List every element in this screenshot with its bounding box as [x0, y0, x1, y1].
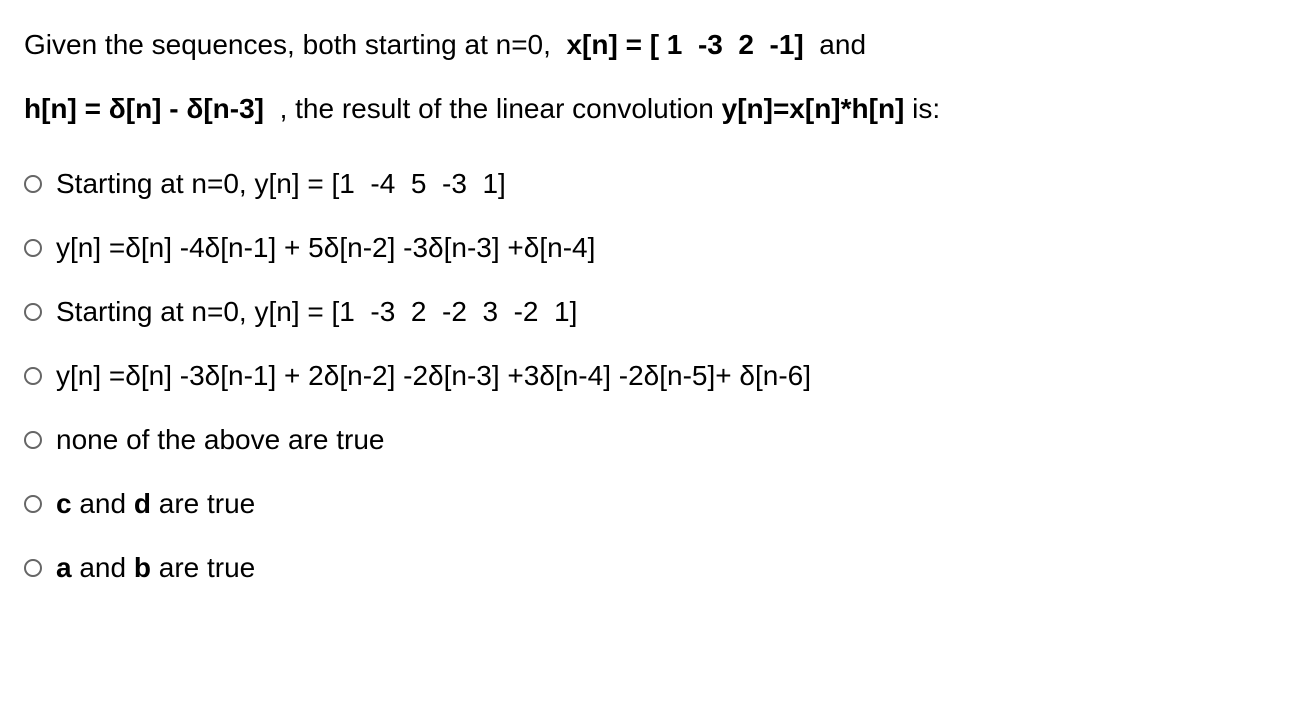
question-stem: Given the sequences, both starting at n=…: [24, 20, 1276, 135]
option-5[interactable]: none of the above are true: [24, 419, 1276, 461]
question-page: Given the sequences, both starting at n=…: [0, 0, 1300, 704]
stem-bold-y: y[n]=x[n]*h[n]: [722, 93, 905, 124]
stem-bold-x: x[n] = [ 1 -3 2 -1]: [566, 29, 803, 60]
stem-text: , the result of the linear convolution: [264, 93, 722, 124]
radio-icon[interactable]: [24, 495, 42, 513]
option-4[interactable]: y[n] =δ[n] -3δ[n-1] + 2δ[n-2] -2δ[n-3] +…: [24, 355, 1276, 397]
option-label: Starting at n=0, y[n] = [1 -4 5 -3 1]: [56, 163, 506, 205]
option-2[interactable]: y[n] =δ[n] -4δ[n-1] + 5δ[n-2] -3δ[n-3] +…: [24, 227, 1276, 269]
option-label: y[n] =δ[n] -4δ[n-1] + 5δ[n-2] -3δ[n-3] +…: [56, 227, 595, 269]
stem-bold-h: h[n] = δ[n] - δ[n-3]: [24, 93, 264, 124]
radio-icon[interactable]: [24, 431, 42, 449]
option-label: c and d are true: [56, 483, 255, 525]
radio-icon[interactable]: [24, 175, 42, 193]
stem-line-2: h[n] = δ[n] - δ[n-3] , the result of the…: [24, 84, 1276, 134]
option-label: Starting at n=0, y[n] = [1 -3 2 -2 3 -2 …: [56, 291, 577, 333]
stem-text: Given the sequences, both starting at n=…: [24, 29, 566, 60]
option-1[interactable]: Starting at n=0, y[n] = [1 -4 5 -3 1]: [24, 163, 1276, 205]
option-3[interactable]: Starting at n=0, y[n] = [1 -3 2 -2 3 -2 …: [24, 291, 1276, 333]
option-7[interactable]: a and b are true: [24, 547, 1276, 589]
stem-line-1: Given the sequences, both starting at n=…: [24, 20, 1276, 70]
option-label: a and b are true: [56, 547, 255, 589]
option-label: y[n] =δ[n] -3δ[n-1] + 2δ[n-2] -2δ[n-3] +…: [56, 355, 811, 397]
radio-icon[interactable]: [24, 239, 42, 257]
options-list: Starting at n=0, y[n] = [1 -4 5 -3 1] y[n…: [24, 163, 1276, 589]
stem-text: and: [804, 29, 866, 60]
radio-icon[interactable]: [24, 367, 42, 385]
radio-icon[interactable]: [24, 303, 42, 321]
radio-icon[interactable]: [24, 559, 42, 577]
stem-text: is:: [904, 93, 940, 124]
option-label: none of the above are true: [56, 419, 384, 461]
option-6[interactable]: c and d are true: [24, 483, 1276, 525]
